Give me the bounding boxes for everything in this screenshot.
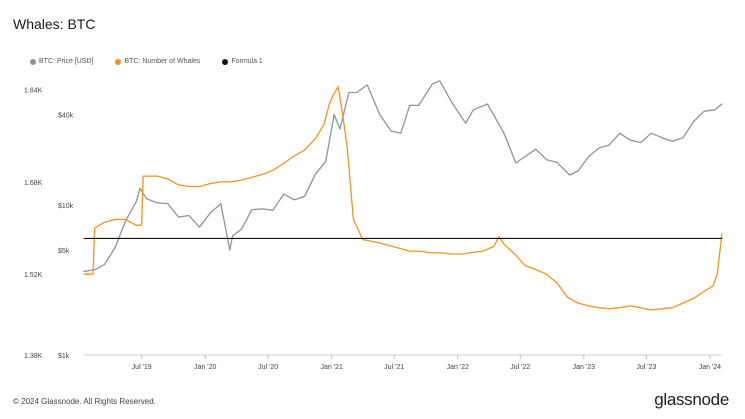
chart-legend: BTC: Price [USD] BTC: Number of Whales F… [30,58,263,65]
page-title: Whales: BTC [13,16,96,32]
x-tick-label: Jul '20 [258,364,278,371]
copyright-text: © 2024 Glassnode. All Rights Reserved. [13,397,156,406]
glassnode-logo: glassnode [654,390,729,409]
x-tick-label: Jul '22 [510,364,530,371]
y-left-tick-label: 1.52K [24,272,43,279]
series-line-btc-price [83,80,723,273]
y-right-tick-label: $5k [58,248,70,255]
legend-dot-formula [222,58,229,65]
y-left-tick-label: 1.68K [24,180,43,187]
legend-label-price: BTC: Price [USD] [39,58,94,65]
x-tick-label: Jan '22 [447,364,469,371]
x-tick-label: Jan '23 [573,364,595,371]
y-right-tick-label: $10k [58,203,74,210]
x-tick-label: Jul '19 [132,364,152,371]
legend-label-whales: BTC: Number of Whales [124,58,201,65]
x-tick-label: Jul '23 [636,364,656,371]
series-line-whales [83,86,723,311]
x-tick-label: Jan '20 [194,364,216,371]
x-tick-label: Jan '24 [699,364,721,371]
legend-label-formula: Formula 1 [231,58,263,65]
y-right-tick-label: $1k [58,353,70,360]
x-tick-label: Jul '21 [384,364,404,371]
y-right-tick-label: $40k [58,112,74,119]
y-left-tick-label: 1.38K [24,353,43,360]
legend-item-price[interactable]: BTC: Price [USD] [30,58,93,65]
legend-dot-whales [115,58,122,65]
legend-item-whales[interactable]: BTC: Number of Whales [115,58,200,65]
x-tick-label: Jan '21 [320,364,342,371]
legend-item-formula[interactable]: Formula 1 [222,58,263,65]
y-left-tick-label: 1.84K [24,88,43,95]
legend-dot-price [30,58,36,65]
